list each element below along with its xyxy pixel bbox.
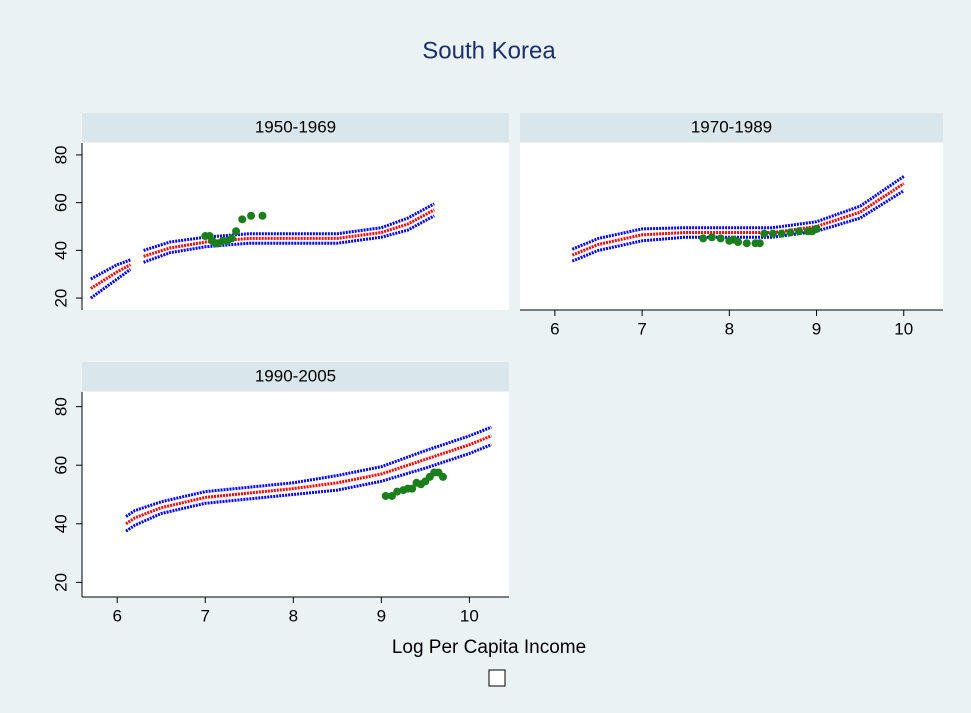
point: [795, 227, 804, 236]
y-tick-label: 60: [51, 456, 70, 475]
point: [247, 211, 256, 220]
panel-title: 1970-1989: [691, 117, 772, 136]
point: [408, 484, 417, 493]
point: [742, 239, 751, 248]
series-line: [571, 175, 905, 251]
x-tick-label: 10: [460, 606, 479, 625]
panel-title: 1990-2005: [255, 366, 336, 385]
x-tick-label: 10: [894, 319, 913, 338]
panel-header: [520, 113, 943, 142]
series-line: [90, 202, 435, 281]
point: [699, 234, 708, 243]
point: [238, 215, 247, 224]
point: [755, 239, 764, 248]
point: [232, 227, 241, 236]
point: [227, 234, 236, 243]
y-tick-label: 80: [51, 145, 70, 164]
point: [777, 229, 786, 238]
x-tick-label: 6: [550, 319, 559, 338]
y-tick-label: 20: [51, 573, 70, 592]
point: [438, 472, 447, 481]
series-line: [90, 208, 435, 290]
panel-header: [82, 113, 509, 142]
series-line: [89, 214, 435, 300]
y-tick-label: 40: [51, 241, 70, 260]
y-tick-label: 40: [51, 514, 70, 533]
x-axis-label: Log Per Capita Income: [392, 637, 586, 658]
point: [786, 228, 795, 237]
point: [393, 487, 402, 496]
x-tick-label: 8: [289, 606, 298, 625]
point: [812, 224, 821, 233]
series-line: [125, 434, 492, 526]
point: [768, 229, 777, 238]
point: [760, 229, 769, 238]
point: [387, 491, 396, 500]
y-tick-label: 60: [51, 193, 70, 212]
legend-box: [488, 669, 506, 687]
point: [381, 491, 390, 500]
point: [734, 238, 743, 247]
series-line: [125, 425, 492, 518]
panel-title: 1950-1969: [255, 117, 336, 136]
x-tick-label: 9: [812, 319, 821, 338]
point: [258, 211, 267, 220]
y-tick-label: 20: [51, 289, 70, 308]
x-tick-label: 7: [201, 606, 210, 625]
x-tick-label: 8: [725, 319, 734, 338]
chart-title: South Korea: [422, 37, 556, 64]
x-tick-label: 6: [112, 606, 121, 625]
point: [707, 233, 716, 242]
x-tick-label: 9: [377, 606, 386, 625]
x-tick-label: 7: [637, 319, 646, 338]
point: [716, 234, 725, 243]
series-line: [571, 182, 905, 257]
plot-area: [82, 143, 509, 310]
y-tick-label: 80: [51, 397, 70, 416]
panel-header: [82, 362, 509, 391]
